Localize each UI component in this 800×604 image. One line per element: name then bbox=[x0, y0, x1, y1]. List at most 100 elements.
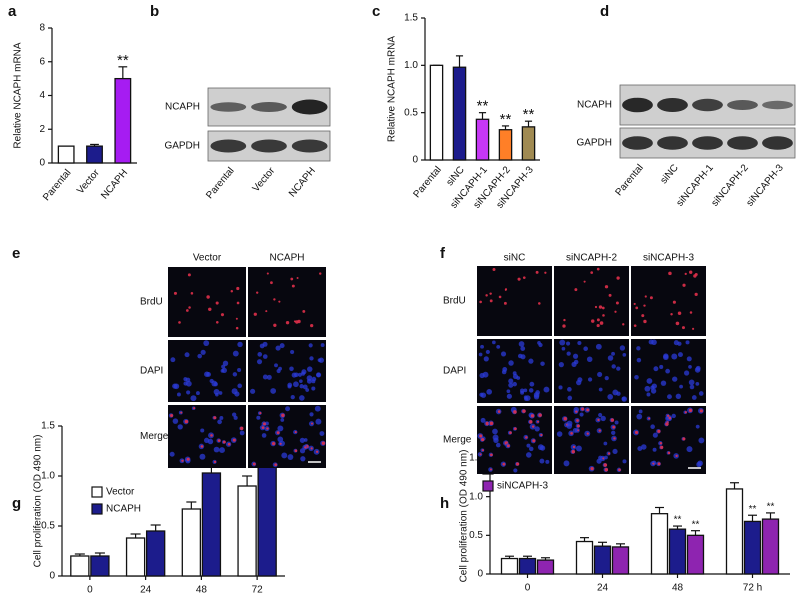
nucleus bbox=[650, 424, 655, 430]
brdu-spot bbox=[591, 319, 595, 323]
nucleus bbox=[301, 369, 307, 375]
brdu-spot bbox=[185, 309, 189, 312]
nucleus bbox=[199, 453, 206, 460]
nucleus bbox=[694, 367, 701, 373]
legend-swatch bbox=[91, 503, 103, 515]
y-tick-label: 1.5 bbox=[404, 13, 418, 24]
x-tick-label: 24 bbox=[597, 583, 609, 594]
x-tick-label: 72 bbox=[252, 585, 264, 596]
blot-band bbox=[291, 139, 328, 153]
nucleus bbox=[556, 431, 563, 437]
nucleus bbox=[586, 356, 593, 363]
nucleus bbox=[652, 432, 658, 438]
bar bbox=[237, 485, 257, 577]
brdu-spot bbox=[266, 272, 269, 275]
image-row-label: Merge bbox=[443, 435, 472, 446]
nucleus bbox=[485, 349, 490, 355]
brdu-spot bbox=[262, 422, 266, 426]
brdu-spot bbox=[531, 425, 535, 428]
nucleus bbox=[565, 341, 571, 346]
x-tick-label: NCAPH bbox=[99, 168, 130, 202]
significance: ** bbox=[749, 504, 757, 515]
brdu-spot bbox=[504, 288, 507, 291]
brdu-spot bbox=[675, 454, 678, 458]
nucleus bbox=[172, 418, 179, 424]
blot-band bbox=[692, 136, 723, 150]
nucleus bbox=[537, 444, 544, 451]
brdu-spot bbox=[489, 468, 493, 471]
nucleus bbox=[290, 349, 295, 355]
nucleus bbox=[495, 442, 501, 448]
legend-swatch bbox=[91, 486, 103, 498]
nucleus bbox=[545, 459, 550, 464]
brdu-spot bbox=[276, 431, 280, 435]
y-axis-label: Relative NCAPH mRNA bbox=[13, 42, 24, 148]
bar bbox=[536, 559, 555, 575]
bar bbox=[114, 77, 132, 164]
nucleus bbox=[233, 415, 238, 420]
brdu-spot bbox=[602, 314, 605, 317]
nucleus bbox=[197, 353, 202, 359]
brdu-spot bbox=[321, 441, 326, 445]
nucleus bbox=[508, 382, 514, 388]
brdu-spot bbox=[692, 327, 695, 330]
blot-band bbox=[762, 100, 793, 110]
brdu-spot bbox=[489, 299, 493, 303]
nucleus bbox=[222, 360, 229, 366]
blot-lane-label: siNCAPH-3 bbox=[745, 162, 787, 209]
y-tick-label: 0 bbox=[412, 155, 418, 166]
nucleus bbox=[501, 369, 507, 375]
nucleus bbox=[294, 372, 299, 378]
brdu-spot bbox=[699, 409, 704, 413]
brdu-spot bbox=[581, 407, 585, 411]
brdu-spot bbox=[213, 460, 217, 464]
brdu-spot bbox=[479, 453, 482, 456]
brdu-spot bbox=[293, 320, 296, 323]
nucleus bbox=[496, 344, 501, 349]
nucleus bbox=[525, 452, 532, 458]
nucleus bbox=[691, 395, 697, 400]
brdu-spot bbox=[574, 288, 578, 292]
nucleus bbox=[237, 341, 243, 348]
brdu-spot bbox=[517, 277, 521, 281]
panel-letter: a bbox=[8, 3, 17, 20]
brdu-spot bbox=[563, 417, 568, 421]
nucleus bbox=[579, 412, 584, 417]
blot-lane-label: Parental bbox=[613, 163, 645, 199]
nucleus bbox=[169, 451, 175, 457]
nucleus bbox=[290, 395, 295, 400]
y-axis-label: Cell proliferation (OD 490 nm) bbox=[459, 450, 470, 583]
significance: ** bbox=[692, 519, 700, 530]
panel-letter: g bbox=[12, 495, 21, 512]
brdu-spot bbox=[170, 413, 174, 418]
x-tick-label: Parental bbox=[41, 168, 73, 204]
nucleus bbox=[278, 366, 282, 371]
brdu-spot bbox=[535, 270, 539, 274]
brdu-spot bbox=[670, 313, 673, 316]
brdu-spot bbox=[666, 414, 670, 417]
bar bbox=[86, 145, 103, 164]
brdu-spot bbox=[230, 290, 234, 293]
nucleus bbox=[572, 353, 579, 359]
nucleus bbox=[256, 359, 263, 365]
nucleus bbox=[500, 351, 507, 357]
brdu-spot bbox=[586, 408, 590, 412]
nucleus bbox=[277, 425, 284, 432]
nucleus bbox=[512, 381, 517, 387]
blot-lane-label: siNC bbox=[658, 163, 680, 187]
blot-row-label: GAPDH bbox=[576, 138, 612, 149]
nucleus bbox=[520, 346, 526, 351]
nucleus bbox=[619, 345, 626, 351]
image-row-label: Merge bbox=[140, 431, 169, 442]
nucleus bbox=[287, 384, 292, 389]
brdu-spot bbox=[206, 295, 210, 299]
brdu-spot bbox=[649, 296, 653, 300]
brdu-spot bbox=[200, 445, 204, 448]
nucleus bbox=[571, 361, 577, 368]
nucleus bbox=[695, 381, 700, 386]
brdu-spot bbox=[684, 411, 687, 414]
brdu-spot bbox=[235, 326, 239, 330]
nucleus bbox=[232, 350, 239, 357]
brdu-spot bbox=[530, 414, 535, 418]
brdu-spot bbox=[596, 323, 600, 328]
